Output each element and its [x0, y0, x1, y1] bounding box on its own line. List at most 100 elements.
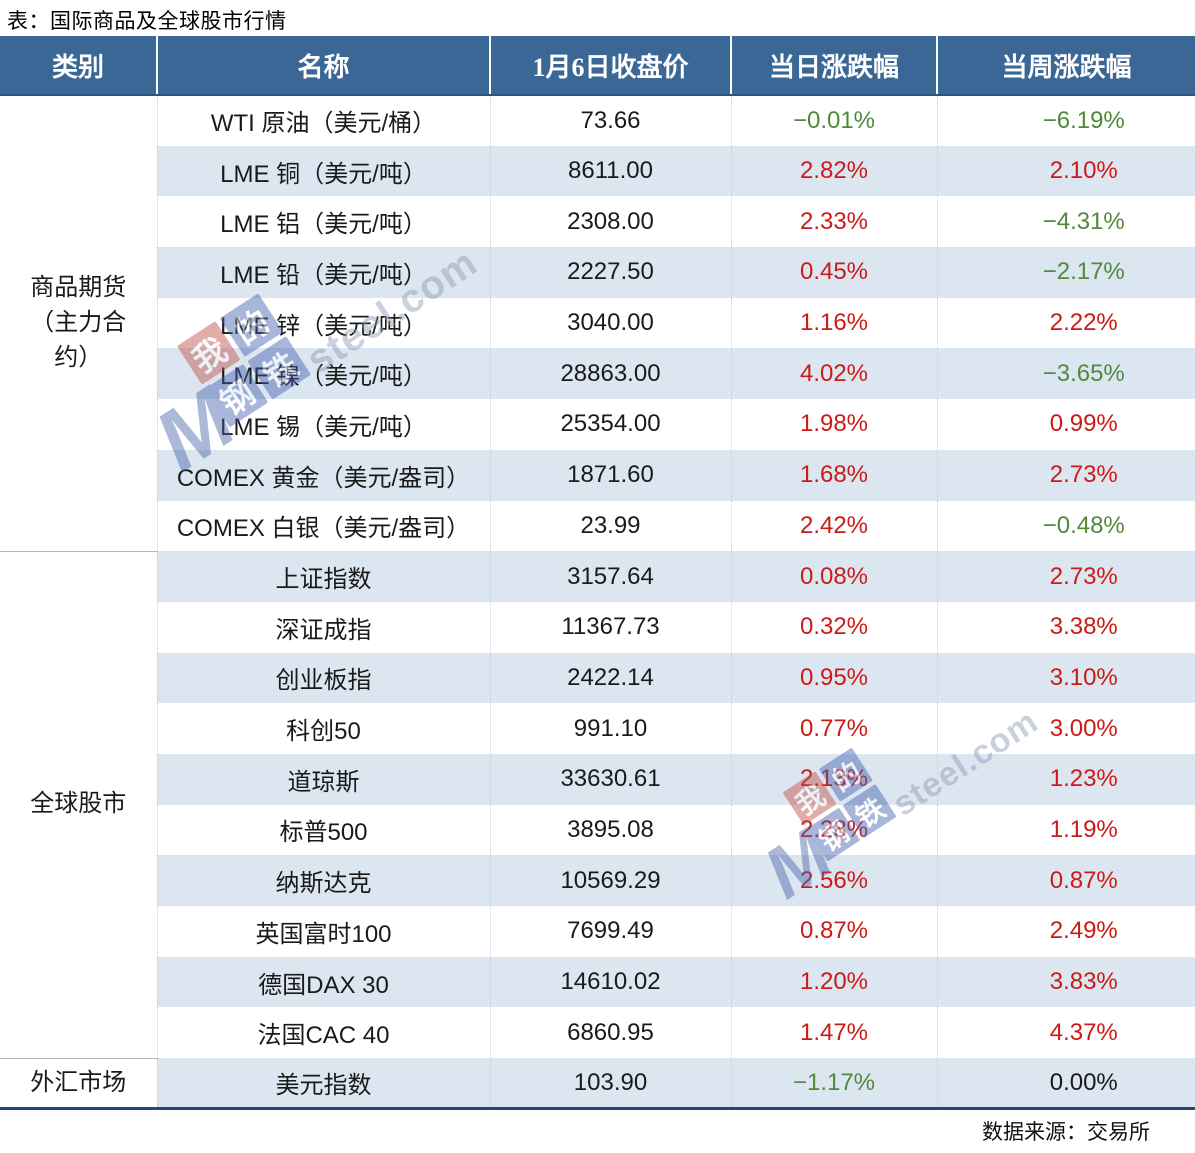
table-row: 外汇市场 美元指数 103.90 −1.17% 0.00% [0, 1057, 1195, 1111]
category-cell: 外汇市场 [0, 1057, 157, 1111]
close-price-cell: 7699.49 [489, 906, 731, 957]
category-cell: 全球股市 [0, 550, 157, 1059]
close-price-cell: 103.90 [489, 1058, 731, 1111]
close-price-cell: 10569.29 [489, 855, 731, 906]
close-price-cell: 2422.14 [489, 652, 731, 704]
name-cell: 科创50 [156, 703, 490, 754]
table-row: LME 锡（美元/吨） 25354.00 1.98% 0.99% [0, 399, 1195, 450]
name-cell: 英国富时100 [156, 906, 490, 957]
name-cell: 道琼斯 [156, 753, 490, 805]
table-row: 德国DAX 30 14610.02 1.20% 3.83% [0, 956, 1195, 1008]
table-row: 商品期货（主力合约） WTI 原油（美元/桶） 73.66 −0.01% −6.19% [0, 95, 1195, 552]
close-price-cell: 11367.73 [489, 601, 731, 653]
close-price-cell: 73.66 [489, 95, 731, 146]
weekly-change-cell: 3.10% [936, 652, 1195, 704]
table-title: 表：国际商品及全球股市行情 [7, 10, 287, 33]
close-price-cell: 3157.64 [489, 551, 731, 602]
close-price-cell: 991.10 [489, 703, 731, 754]
close-price-cell: 28863.00 [489, 348, 731, 400]
market-table: 类别 名称 1月6日收盘价 当日涨跌幅 当周涨跌幅 商品期货（主力合约） WTI … [0, 36, 1195, 1111]
name-cell: 美元指数 [156, 1058, 490, 1111]
daily-change-cell: −0.01% [730, 95, 937, 146]
weekly-change-cell: 0.87% [936, 855, 1195, 906]
weekly-change-cell: −4.31% [936, 196, 1195, 248]
table-row: 道琼斯 33630.61 2.13% 1.23% [0, 753, 1195, 805]
col-header-weekly-change: 当周涨跌幅 [936, 36, 1195, 96]
table-row: 深证成指 11367.73 0.32% 3.38% [0, 601, 1195, 653]
table-row: 科创50 991.10 0.77% 3.00% [0, 703, 1195, 754]
name-cell: 纳斯达克 [156, 855, 490, 906]
daily-change-cell: 0.95% [730, 652, 937, 704]
weekly-change-cell: −0.48% [936, 500, 1195, 552]
col-header-daily-change: 当日涨跌幅 [730, 36, 937, 96]
name-cell: LME 铜（美元/吨） [156, 145, 490, 197]
table-row: LME 铜（美元/吨） 8611.00 2.82% 2.10% [0, 145, 1195, 197]
daily-change-cell: 1.98% [730, 399, 937, 450]
name-cell: WTI 原油（美元/桶） [156, 95, 490, 146]
name-cell: 德国DAX 30 [156, 956, 490, 1008]
table-body: 商品期货（主力合约） WTI 原油（美元/桶） 73.66 −0.01% −6.19% L… [0, 95, 1195, 1111]
table-row: LME 锌（美元/吨） 3040.00 1.16% 2.22% [0, 297, 1195, 349]
daily-change-cell: −1.17% [730, 1058, 937, 1111]
close-price-cell: 14610.02 [489, 956, 731, 1008]
weekly-change-cell: 2.49% [936, 906, 1195, 957]
table-row: COMEX 白银（美元/盎司） 23.99 2.42% −0.48% [0, 500, 1195, 552]
close-price-cell: 2227.50 [489, 247, 731, 298]
daily-change-cell: 0.45% [730, 247, 937, 298]
daily-change-cell: 0.08% [730, 551, 937, 602]
close-price-cell: 6860.95 [489, 1007, 731, 1059]
table-row: COMEX 黄金（美元/盎司） 1871.60 1.68% 2.73% [0, 449, 1195, 501]
close-price-cell: 3895.08 [489, 804, 731, 856]
close-price-cell: 2308.00 [489, 196, 731, 248]
table-row: 英国富时100 7699.49 0.87% 2.49% [0, 906, 1195, 957]
daily-change-cell: 0.32% [730, 601, 937, 653]
close-price-cell: 8611.00 [489, 145, 731, 197]
table-row: 创业板指 2422.14 0.95% 3.10% [0, 652, 1195, 704]
name-cell: COMEX 黄金（美元/盎司） [156, 449, 490, 501]
daily-change-cell: 1.68% [730, 449, 937, 501]
table-row: 纳斯达克 10569.29 2.56% 0.87% [0, 855, 1195, 906]
daily-change-cell: 2.56% [730, 855, 937, 906]
weekly-change-cell: 3.00% [936, 703, 1195, 754]
table-row: 法国CAC 40 6860.95 1.47% 4.37% [0, 1007, 1195, 1059]
weekly-change-cell: 2.73% [936, 449, 1195, 501]
close-price-cell: 1871.60 [489, 449, 731, 501]
daily-change-cell: 2.13% [730, 753, 937, 805]
name-cell: 法国CAC 40 [156, 1007, 490, 1059]
daily-change-cell: 2.28% [730, 804, 937, 856]
daily-change-cell: 0.77% [730, 703, 937, 754]
name-cell: LME 锌（美元/吨） [156, 297, 490, 349]
table-row: LME 铝（美元/吨） 2308.00 2.33% −4.31% [0, 196, 1195, 248]
name-cell: LME 铅（美元/吨） [156, 247, 490, 298]
weekly-change-cell: 0.00% [936, 1058, 1195, 1111]
col-header-name: 名称 [156, 36, 490, 96]
daily-change-cell: 1.16% [730, 297, 937, 349]
daily-change-cell: 4.02% [730, 348, 937, 400]
close-price-cell: 25354.00 [489, 399, 731, 450]
weekly-change-cell: 3.83% [936, 956, 1195, 1008]
weekly-change-cell: 4.37% [936, 1007, 1195, 1059]
weekly-change-cell: 1.19% [936, 804, 1195, 856]
name-cell: 创业板指 [156, 652, 490, 704]
name-cell: LME 锡（美元/吨） [156, 399, 490, 450]
col-header-close: 1月6日收盘价 [489, 36, 731, 96]
name-cell: LME 镍（美元/吨） [156, 348, 490, 400]
table-header: 类别 名称 1月6日收盘价 当日涨跌幅 当周涨跌幅 [0, 36, 1195, 96]
table-row: 全球股市 上证指数 3157.64 0.08% 2.73% [0, 550, 1195, 1059]
close-price-cell: 3040.00 [489, 297, 731, 349]
table-row: 标普500 3895.08 2.28% 1.19% [0, 804, 1195, 856]
table-row: LME 铅（美元/吨） 2227.50 0.45% −2.17% [0, 247, 1195, 298]
daily-change-cell: 1.20% [730, 956, 937, 1008]
close-price-cell: 33630.61 [489, 753, 731, 805]
daily-change-cell: 2.82% [730, 145, 937, 197]
name-cell: COMEX 白银（美元/盎司） [156, 500, 490, 552]
name-cell: 深证成指 [156, 601, 490, 653]
col-header-category: 类别 [0, 36, 157, 96]
daily-change-cell: 1.47% [730, 1007, 937, 1059]
table-row: LME 镍（美元/吨） 28863.00 4.02% −3.65% [0, 348, 1195, 400]
weekly-change-cell: 3.38% [936, 601, 1195, 653]
weekly-change-cell: 2.73% [936, 551, 1195, 602]
name-cell: 标普500 [156, 804, 490, 856]
weekly-change-cell: 1.23% [936, 753, 1195, 805]
